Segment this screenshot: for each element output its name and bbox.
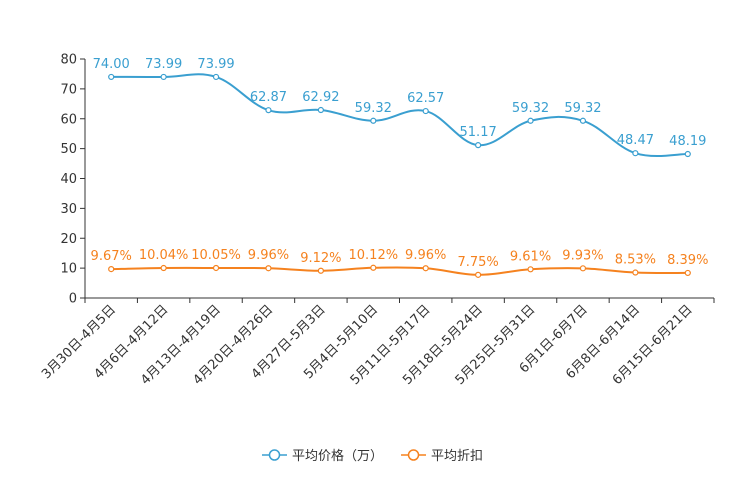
y-tick-label: 30 bbox=[60, 202, 77, 217]
data-label: 59.32 bbox=[564, 101, 601, 116]
data-point[interactable] bbox=[212, 264, 220, 272]
data-point[interactable] bbox=[684, 269, 691, 277]
y-tick-label: 60 bbox=[60, 112, 77, 127]
data-point[interactable] bbox=[527, 117, 534, 124]
data-point[interactable] bbox=[684, 150, 691, 158]
data-point[interactable] bbox=[265, 265, 272, 272]
data-label: 62.57 bbox=[407, 91, 444, 106]
data-label: 10.04% bbox=[139, 248, 189, 263]
data-point[interactable] bbox=[475, 142, 482, 149]
data-point[interactable] bbox=[317, 106, 324, 114]
data-label: 51.17 bbox=[460, 125, 497, 140]
data-point[interactable] bbox=[579, 117, 587, 124]
data-label: 9.96% bbox=[405, 248, 446, 263]
legend-label: 平均价格（万） bbox=[292, 448, 383, 464]
y-tick-label: 10 bbox=[60, 262, 77, 277]
data-point[interactable] bbox=[212, 73, 220, 81]
data-point[interactable] bbox=[579, 265, 587, 272]
legend-item-1[interactable]: 平均折扣 bbox=[401, 449, 483, 464]
data-label: 73.99 bbox=[197, 57, 234, 72]
data-label: 9.61% bbox=[510, 249, 551, 264]
data-label: 48.19 bbox=[669, 134, 706, 149]
data-point[interactable] bbox=[160, 73, 167, 81]
data-point[interactable] bbox=[108, 73, 115, 81]
data-label: 8.53% bbox=[615, 253, 656, 268]
legend-swatch-marker bbox=[268, 449, 281, 461]
data-point[interactable] bbox=[422, 265, 429, 272]
data-label: 9.12% bbox=[300, 251, 341, 266]
data-point[interactable] bbox=[160, 264, 167, 272]
data-label: 9.93% bbox=[562, 248, 603, 263]
y-tick-label: 80 bbox=[60, 53, 77, 68]
legend: 平均价格（万） 平均折扣 bbox=[262, 448, 483, 464]
data-point[interactable] bbox=[370, 117, 377, 124]
data-label: 74.00 bbox=[93, 57, 130, 72]
data-point[interactable] bbox=[370, 264, 377, 271]
series-1: 9.67% 10.04% 10.05% 9.96% 9.12% 10.12% 9.96% 7.… bbox=[91, 248, 708, 278]
data-point[interactable] bbox=[632, 150, 639, 157]
data-label: 62.92 bbox=[302, 90, 339, 105]
data-label: 73.99 bbox=[145, 57, 182, 72]
data-label: 9.67% bbox=[91, 249, 132, 264]
y-tick-label: 20 bbox=[60, 232, 77, 247]
y-axis: 0 10 20 30 40 50 60 70 80 bbox=[60, 53, 86, 307]
y-tick-label: 40 bbox=[60, 172, 77, 187]
data-label: 8.39% bbox=[667, 253, 708, 268]
data-label: 59.32 bbox=[355, 101, 392, 116]
data-label: 10.05% bbox=[191, 248, 241, 263]
data-point[interactable] bbox=[527, 266, 534, 273]
data-point[interactable] bbox=[475, 271, 482, 278]
data-label: 7.75% bbox=[457, 255, 498, 270]
data-point[interactable] bbox=[632, 269, 639, 276]
y-tick-label: 70 bbox=[60, 82, 77, 97]
series-0: 74.00 73.99 73.99 62.87 62.92 59.32 62.57 51.17… bbox=[93, 57, 706, 158]
data-label: 10.12% bbox=[349, 248, 399, 263]
series-line bbox=[111, 266, 688, 276]
series-layer: 74.00 73.99 73.99 62.87 62.92 59.32 62.57 51.17… bbox=[91, 57, 708, 278]
y-tick-label: 0 bbox=[69, 292, 77, 307]
data-point[interactable] bbox=[317, 267, 324, 274]
legend-label: 平均折扣 bbox=[431, 449, 483, 464]
data-label: 59.32 bbox=[512, 101, 549, 116]
x-axis: 3月30日-4月5日4月6日-4月12日4月13日-4月19日4月20日-4月2… bbox=[39, 297, 715, 388]
data-label: 9.96% bbox=[248, 248, 289, 263]
data-label: 48.47 bbox=[617, 133, 654, 148]
y-tick-label: 50 bbox=[60, 142, 77, 157]
data-label: 62.87 bbox=[250, 90, 287, 105]
data-point[interactable] bbox=[108, 266, 115, 273]
legend-swatch-marker bbox=[407, 449, 420, 461]
legend-item-0[interactable]: 平均价格（万） bbox=[262, 448, 383, 464]
data-point[interactable] bbox=[422, 107, 429, 115]
data-point[interactable] bbox=[265, 107, 272, 114]
